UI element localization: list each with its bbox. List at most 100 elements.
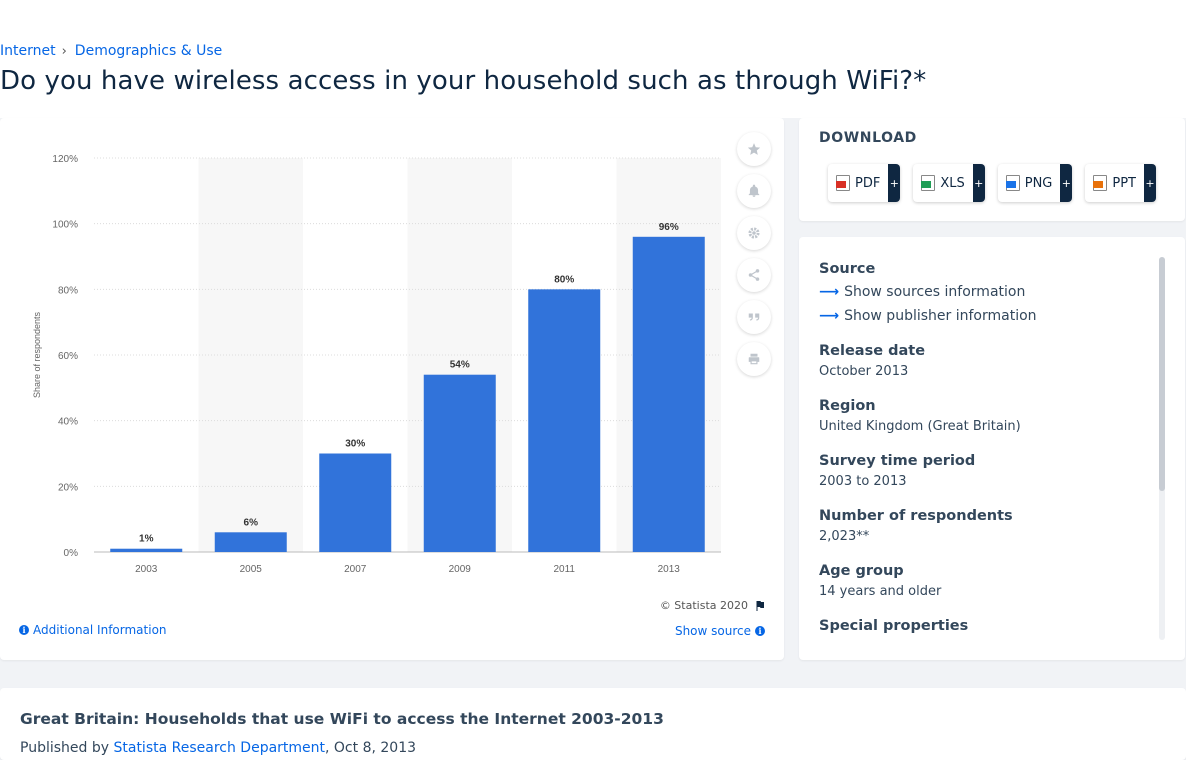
data-label: 80% — [554, 274, 574, 285]
respondents-label: Number of respondents — [819, 508, 1013, 524]
download-pdf-button[interactable]: PDF + — [828, 164, 901, 202]
download-card: DOWNLOAD PDF + XLS + PNG + PPT + — [799, 118, 1185, 221]
pdf-file-icon — [836, 175, 850, 191]
data-label: 30% — [345, 439, 365, 450]
download-pdf-plus[interactable]: + — [888, 164, 901, 202]
special-properties-label: Special properties — [819, 618, 969, 634]
show-source-link[interactable]: Show source i — [675, 624, 765, 638]
copyright: © Statista 2020 — [660, 599, 766, 612]
publisher-link[interactable]: Statista Research Department — [113, 740, 326, 756]
download-xls-button[interactable]: XLS + — [913, 164, 985, 202]
info-scrollbar-thumb[interactable] — [1159, 257, 1165, 491]
statistic-description-card: Great Britain: Households that use WiFi … — [0, 688, 1186, 760]
region-value: United Kingdom (Great Britain) — [819, 419, 1021, 434]
bar — [528, 289, 601, 552]
source-label: Source — [819, 261, 876, 277]
arrow-right-icon: ⟶ — [819, 284, 840, 300]
x-tick-label: 2007 — [344, 564, 367, 575]
settings-button[interactable] — [737, 216, 771, 250]
y-tick-label: 80% — [58, 285, 78, 296]
notification-button[interactable] — [737, 174, 771, 208]
bar-chart: 0% 20% 40% 60% 80% 100% 120% 1% 2003 6% 2005 30% 200… — [32, 154, 721, 575]
favorite-button[interactable] — [737, 132, 771, 166]
download-xls-plus[interactable]: + — [972, 164, 985, 202]
share-icon — [748, 269, 760, 281]
download-png-plus[interactable]: + — [1060, 164, 1073, 202]
bar — [319, 453, 392, 552]
x-tick-label: 2003 — [135, 564, 158, 575]
xls-file-icon — [921, 175, 936, 191]
breadcrumb-demographics[interactable]: Demographics & Use — [74, 43, 223, 59]
breadcrumb-internet[interactable]: Internet — [0, 43, 56, 59]
release-date-section: Release date October 2013 — [819, 343, 925, 379]
x-tick-label: 2009 — [449, 564, 472, 575]
download-heading: DOWNLOAD — [819, 130, 917, 146]
copyright-text: © Statista 2020 — [659, 599, 748, 612]
star-icon — [747, 143, 761, 155]
bar — [214, 532, 287, 552]
age-group-section: Age group 14 years and older — [819, 563, 941, 599]
additional-information-label: Additional Information — [33, 623, 167, 637]
published-date: , Oct 8, 2013 — [325, 740, 417, 756]
y-tick-label: 20% — [58, 482, 78, 493]
release-date-value: October 2013 — [819, 364, 909, 379]
published-prefix: Published by — [20, 740, 114, 756]
statistic-info-card: Source ⟶ Show sources information ⟶ Show p… — [799, 237, 1185, 660]
y-tick-label: 40% — [58, 417, 78, 428]
gear-icon — [748, 227, 760, 239]
region-section: Region United Kingdom (Great Britain) — [819, 398, 1021, 434]
flag-icon[interactable] — [754, 600, 766, 612]
cite-button[interactable] — [737, 300, 771, 334]
bar — [110, 548, 183, 552]
print-button[interactable] — [737, 342, 771, 376]
respondents-section: Number of respondents 2,023** — [819, 508, 1013, 544]
chart-card: 0% 20% 40% 60% 80% 100% 120% 1% 2003 6% 2005 30% 200… — [0, 118, 784, 660]
print-icon — [748, 353, 760, 365]
release-date-label: Release date — [819, 343, 926, 359]
source-section: Source — [819, 261, 875, 277]
survey-period-value: 2003 to 2013 — [819, 474, 907, 489]
share-button[interactable] — [737, 258, 771, 292]
x-tick-label: 2013 — [658, 564, 681, 575]
y-tick-label: 100% — [52, 220, 78, 231]
statistic-title: Great Britain: Households that use WiFi … — [20, 710, 664, 728]
y-tick-label: 60% — [58, 351, 78, 362]
y-tick-label: 0% — [64, 548, 79, 559]
show-sources-label: Show sources information — [844, 284, 1026, 300]
show-publisher-link[interactable]: ⟶ Show publisher information — [819, 308, 1037, 324]
show-source-label: Show source — [674, 624, 751, 638]
info-scrollbar[interactable] — [1159, 257, 1165, 640]
download-ppt-button[interactable]: PPT + — [1085, 164, 1156, 202]
download-ppt-label: PPT — [1112, 175, 1136, 191]
y-tick-label: 120% — [52, 154, 78, 165]
show-publisher-label: Show publisher information — [844, 308, 1037, 324]
download-ppt-plus[interactable]: + — [1144, 164, 1156, 202]
respondents-value: 2,023** — [819, 529, 870, 544]
arrow-right-icon: ⟶ — [819, 308, 840, 324]
quote-icon — [748, 313, 760, 321]
info-icon: i — [19, 625, 29, 635]
x-tick-label: 2005 — [240, 564, 263, 575]
download-png-button[interactable]: PNG + — [997, 164, 1073, 202]
data-label: 1% — [139, 534, 154, 545]
top-bar — [0, 0, 1186, 118]
download-buttons: PDF + XLS + PNG + PPT + — [828, 164, 1156, 202]
additional-information-link[interactable]: i Additional Information — [19, 623, 167, 637]
download-pdf-label: PDF — [855, 175, 881, 191]
breadcrumb-separator: › — [61, 43, 67, 59]
bell-icon — [748, 184, 760, 197]
data-label: 96% — [659, 222, 679, 233]
data-label: 54% — [450, 360, 470, 371]
age-group-label: Age group — [819, 563, 904, 579]
page-title: Do you have wireless access in your hous… — [0, 66, 927, 96]
survey-period-label: Survey time period — [819, 453, 976, 469]
chart-tools — [737, 132, 771, 384]
y-axis-label: Share of respondents — [32, 311, 42, 398]
x-tick-label: 2011 — [553, 564, 575, 575]
survey-period-section: Survey time period 2003 to 2013 — [819, 453, 975, 489]
png-file-icon — [1005, 175, 1020, 191]
published-by: Published by Statista Research Departmen… — [20, 740, 416, 756]
show-sources-link[interactable]: ⟶ Show sources information — [819, 284, 1025, 300]
breadcrumb: Internet › Demographics & Use — [0, 43, 222, 59]
download-xls-label: XLS — [940, 175, 965, 191]
